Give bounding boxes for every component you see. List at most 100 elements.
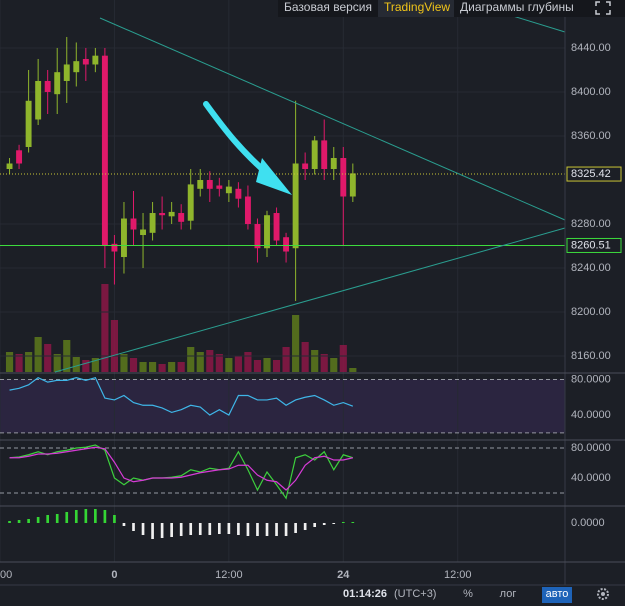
icon [597, 588, 609, 600]
histogram-bar [170, 523, 173, 537]
settings-icon[interactable] [597, 588, 609, 600]
volume-bar [53, 354, 61, 372]
volume-bar [320, 354, 328, 372]
y-tick-label: 40.0000 [571, 409, 611, 421]
candle-body [273, 213, 280, 241]
y-tick-label: 80.0000 [571, 442, 611, 454]
button[interactable]: % [463, 588, 473, 600]
fullscreen-icon[interactable] [595, 1, 611, 15]
candle-body [73, 61, 80, 73]
tab[interactable]: TradingView [384, 0, 450, 14]
histogram-bar [332, 523, 336, 524]
candle-body [311, 140, 318, 170]
button[interactable]: авто [546, 588, 569, 600]
volume-bar [234, 356, 242, 372]
tab[interactable]: Базовая версия [284, 0, 372, 14]
candle-body [63, 64, 70, 81]
candle-body [140, 229, 146, 236]
icon [601, 592, 605, 596]
timezone: (UTC+3) [394, 588, 436, 600]
volume-bar [253, 360, 262, 372]
candle-body [330, 157, 337, 170]
histogram-bar [141, 523, 145, 535]
button[interactable]: лог [500, 588, 517, 600]
volume-bar [196, 352, 204, 372]
y-tick-label: 8360.00 [571, 130, 611, 142]
histogram-bar [341, 522, 345, 523]
volume-bar [206, 350, 214, 372]
histogram-bar [256, 523, 259, 536]
volume-bar [5, 352, 14, 372]
histogram-bar [246, 523, 250, 536]
candle-body [82, 58, 89, 65]
x-tick-label: 00 [0, 569, 12, 581]
volume-bar [34, 337, 42, 372]
histogram-bar [217, 523, 221, 534]
volume-bar [91, 358, 99, 372]
x-tick-label: 0 [111, 569, 117, 581]
x-tick-label: 24 [337, 569, 350, 581]
histogram-bar [113, 515, 116, 523]
histogram-bar [65, 512, 69, 523]
volume-bar [177, 362, 185, 372]
volume-bar [44, 344, 52, 372]
volume-bar [110, 320, 119, 372]
candle-body [35, 80, 42, 120]
histogram-bar [198, 523, 202, 535]
active-tab [378, 0, 454, 17]
y-tick-label: 8440.00 [571, 42, 611, 54]
volume-bar [263, 358, 271, 372]
volume-bar [187, 347, 195, 372]
volume-bar [168, 362, 176, 372]
histogram-bar [132, 523, 135, 531]
y-tick-label: 8160.00 [571, 350, 611, 362]
histogram-bar [74, 510, 78, 523]
candle-body [197, 180, 204, 189]
volume-bar [311, 350, 319, 372]
price-label-box [566, 166, 622, 182]
histogram-bar [313, 523, 317, 527]
volume-bar [301, 342, 309, 372]
candle-body [235, 188, 242, 199]
x-tick-label: 12:00 [215, 569, 243, 581]
candle-body [149, 213, 156, 233]
volume-bar [339, 345, 347, 372]
y-tick-label: 80.0000 [571, 373, 611, 385]
drawings [54, 11, 566, 373]
candle-body [54, 72, 61, 95]
indicator-line [9, 376, 354, 416]
histogram-bar [265, 523, 269, 536]
histogram-bar [84, 509, 88, 523]
candle-body [6, 163, 13, 170]
volume-bar [282, 347, 290, 372]
candle-body [101, 55, 108, 247]
histogram-bar [55, 514, 59, 523]
volume-bar [101, 284, 109, 372]
volume-bar [244, 352, 252, 372]
histogram-bar [275, 523, 278, 536]
volume-bar [148, 362, 157, 372]
rsi-background [0, 379, 565, 433]
y-tick-label: 8200.00 [571, 306, 611, 318]
y-tick-label: 0.0000 [571, 517, 605, 529]
indicator-line [9, 446, 353, 491]
histogram-bar [8, 521, 11, 523]
arrow-head [256, 158, 292, 195]
volume-bar [139, 362, 147, 372]
candle-body [25, 100, 32, 147]
volume-bar [272, 360, 281, 372]
histogram-bar [322, 523, 326, 525]
candle-body [16, 150, 23, 164]
histogram-bar [46, 515, 50, 523]
volume-bar [120, 354, 128, 372]
volume-bar [225, 358, 233, 372]
tab[interactable]: Диаграммы глубины [460, 0, 574, 14]
histogram-bar [179, 523, 183, 536]
price-label: 8260.51 [571, 239, 611, 251]
candle-body [168, 211, 175, 217]
candle-body [111, 243, 118, 252]
volume-bar [15, 354, 23, 372]
y-tick-label: 8400.00 [571, 86, 611, 98]
histogram-bar [227, 523, 231, 534]
